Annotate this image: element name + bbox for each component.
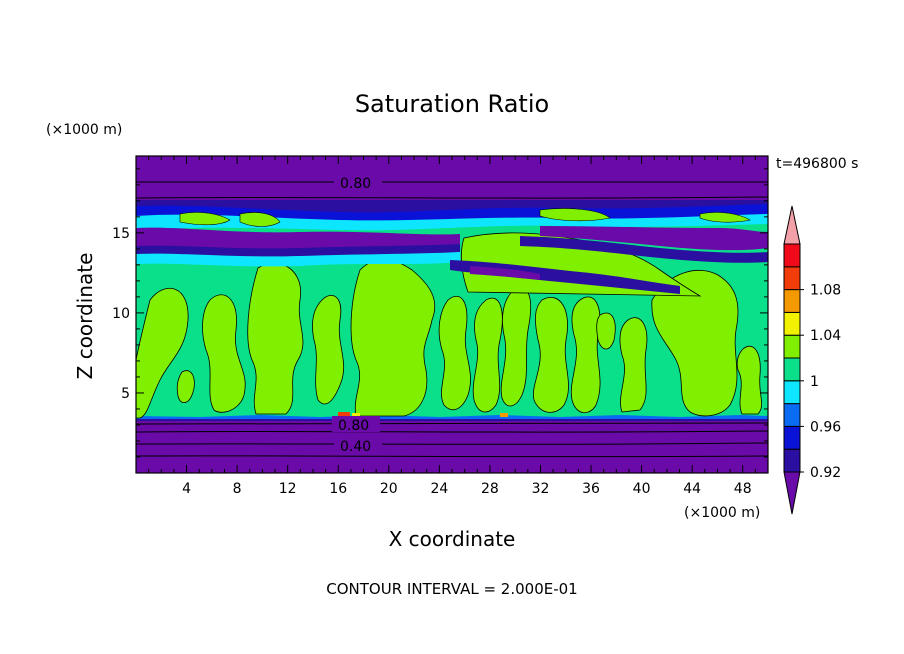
x-tick-label: 40 [633, 481, 651, 497]
contour-label-bg [332, 416, 380, 432]
colorbar-swatch [783, 243, 801, 268]
colorbar-swatch [783, 311, 801, 336]
chart-title: Saturation Ratio [355, 90, 549, 118]
colorbar-swatch [783, 403, 801, 427]
colorbar: 1.08 1.04 1 0.96 0.92 [783, 205, 841, 515]
colorbar-swatch [783, 334, 801, 359]
y-tick-label: 10 [112, 306, 130, 322]
y-tick-label: 15 [112, 226, 130, 242]
colorbar-label: 0.92 [810, 465, 841, 481]
x-tick-label: 44 [683, 481, 701, 497]
contour-label-upper: 0.80 [340, 176, 371, 192]
colorbar-label: 0.96 [810, 419, 841, 435]
warm-spots [338, 412, 508, 417]
x-tick-label: 16 [329, 481, 347, 497]
x-tick-label: 4 [182, 481, 191, 497]
y-unit-label: (×1000 m) [46, 122, 122, 138]
upper-bands [136, 156, 768, 294]
colorbar-swatch [783, 380, 801, 405]
x-tick-label: 12 [279, 481, 297, 497]
y-axis: 5 10 15 [112, 168, 768, 458]
colorbar-label: 1.04 [810, 328, 841, 344]
colorbar-swatch [783, 266, 801, 291]
x-unit-label: (×1000 m) [684, 505, 760, 521]
contour-label-bg [334, 437, 382, 453]
y-tick-label: 5 [121, 386, 130, 402]
colorbar-swatch [783, 448, 801, 473]
contour-label-lower-2: 0.40 [340, 439, 371, 455]
colorbar-label: 1.08 [810, 283, 841, 299]
x-tick-label: 36 [582, 481, 600, 497]
contour-lines [136, 181, 768, 458]
x-tick-label: 24 [430, 481, 448, 497]
x-tick-label: 20 [380, 481, 398, 497]
time-label: t=496800 s [776, 156, 858, 172]
x-tick-label: 48 [734, 481, 752, 497]
contour-field [136, 156, 768, 473]
contour-label-bg [334, 172, 382, 190]
colorbar-swatch [783, 357, 801, 382]
colorbar-top-arrow [783, 205, 801, 245]
x-axis: 4 8 12 16 20 24 28 32 36 40 44 48 [148, 156, 756, 497]
colorbar-label: 1 [810, 374, 819, 390]
lime-cloud-regions [136, 258, 763, 419]
contour-label-lower-1: 0.80 [338, 418, 369, 434]
x-tick-label: 28 [481, 481, 499, 497]
colorbar-bottom-arrow [783, 471, 801, 515]
y-axis-title: Z coordinate [73, 253, 97, 380]
x-tick-label: 32 [532, 481, 550, 497]
contour-interval-note: CONTOUR INTERVAL = 2.000E-01 [326, 580, 577, 598]
x-tick-label: 8 [233, 481, 242, 497]
x-axis-title: X coordinate [389, 527, 516, 551]
colorbar-swatch [783, 289, 801, 313]
lower-dry-layer [136, 418, 768, 473]
colorbar-swatch [783, 425, 801, 450]
